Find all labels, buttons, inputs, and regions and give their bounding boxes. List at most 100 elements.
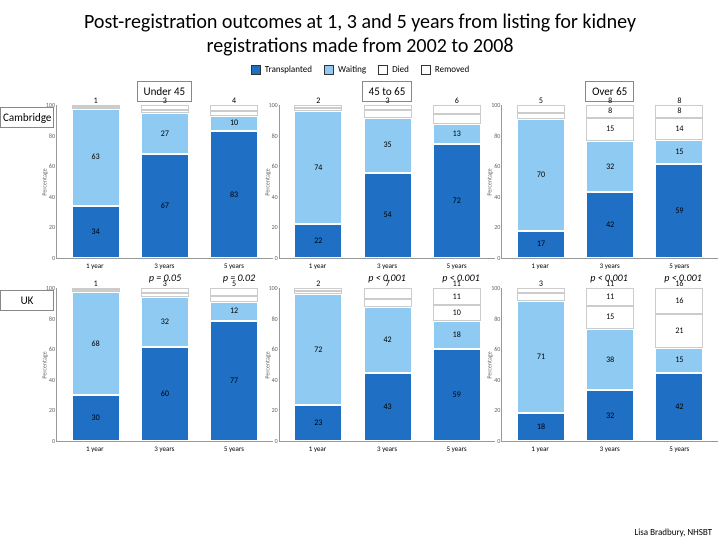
segment-value: 42 [675, 402, 683, 412]
legend-item: Transplanted [251, 64, 312, 75]
y-tick: 40 [272, 376, 278, 384]
segment-value: 42 [383, 335, 391, 345]
y-tick: 0 [497, 437, 500, 445]
x-tick-label: 1 year [283, 444, 353, 453]
y-tick: 40 [494, 376, 500, 384]
segment-value: 15 [675, 355, 683, 365]
y-axis-label: Percentage [263, 351, 271, 378]
x-tick-label: 1 year [505, 444, 575, 453]
row-label-spacer [0, 83, 54, 89]
bar-segment-transplanted: 42 [655, 373, 703, 441]
stacked-bar: 34631 [72, 105, 120, 258]
legend-label: Died [392, 64, 409, 75]
y-tick: 0 [497, 254, 500, 262]
segment-value: 54 [383, 210, 391, 220]
bar-segment-waiting: 12 [210, 302, 258, 321]
segment-value: 11 [453, 292, 461, 302]
segment-value: 21 [675, 326, 683, 336]
bar-segment-died: 14 [655, 118, 703, 140]
bar-segment-waiting: 32 [586, 141, 634, 191]
bar-top-value: 1 [94, 96, 98, 106]
bar-segment-removed: 11 [433, 288, 481, 305]
segment-value: 10 [453, 308, 461, 318]
bar-segment-waiting: 72 [294, 294, 342, 405]
segment-value: 32 [161, 317, 169, 327]
segment-value: 43 [383, 402, 391, 412]
bar-top-value: 3 [385, 96, 389, 106]
stacked-bar: 3238151111 [586, 288, 634, 441]
chart-wrap: 020406080100Percentage2274254353721361 y… [277, 105, 498, 270]
bar-segment-removed: 8 [655, 105, 703, 118]
legend-swatch [421, 65, 431, 75]
bar-segment-died [517, 113, 565, 119]
chart-grid: Under 4545 to 65Over 65 Cambridge0204060… [0, 81, 720, 453]
x-tick-label: 5 years [199, 444, 269, 453]
bar-segment-waiting: 70 [517, 119, 565, 231]
bar-segment-removed: 11 [586, 288, 634, 306]
stacked-bar-chart: 020406080100Percentage187133238151111421… [501, 288, 718, 442]
x-tick-label: 5 years [644, 444, 714, 453]
pvalue [276, 270, 350, 288]
bar-segment-died: 15 [586, 306, 634, 330]
bars-container: 306816032377125 [57, 288, 273, 441]
x-tick-label: 5 years [422, 261, 492, 270]
bars-container: 227425435372136 [280, 105, 496, 258]
segment-value: 12 [230, 306, 238, 316]
y-tick: 80 [494, 315, 500, 323]
bar-segment-died [210, 111, 258, 116]
bar-segment-died [294, 108, 342, 111]
bar-top-value: 4 [232, 96, 236, 106]
bar-segment-died [141, 293, 189, 298]
stacked-bar: 67273 [141, 105, 189, 258]
bar-segment-transplanted: 17 [517, 231, 565, 258]
segment-value: 59 [453, 390, 461, 400]
stacked-bar: 5918101111 [433, 288, 481, 441]
stacked-bar: 43427 [364, 288, 412, 441]
y-tick: 60 [49, 345, 55, 353]
y-tick: 100 [491, 101, 500, 109]
stacked-bar-chart: 020406080100Percentage177054232158859151… [501, 105, 718, 259]
x-tick-label: 1 year [60, 261, 130, 270]
bar-segment-removed: 16 [655, 288, 703, 314]
stacked-bar: 54353 [364, 105, 412, 258]
segment-value: 14 [675, 124, 683, 134]
x-tick-label: 5 years [199, 261, 269, 270]
y-tick: 100 [46, 101, 55, 109]
x-axis: 1 year3 years5 years [499, 259, 720, 270]
bar-segment-removed [433, 105, 481, 114]
segment-value: 60 [161, 389, 169, 399]
bar-top-value: 6 [455, 96, 459, 106]
y-tick: 0 [275, 437, 278, 445]
stacked-bar: 77125 [210, 288, 258, 441]
x-tick-label: 1 year [60, 444, 130, 453]
bar-top-value: 5 [539, 96, 543, 106]
chart-wrap: 020406080100Percentage3068160323771251 y… [54, 288, 275, 453]
bar-segment-died [210, 296, 258, 302]
bar-segment-waiting: 27 [141, 113, 189, 155]
stacked-bar: 17705 [517, 105, 565, 258]
bar-segment-transplanted: 30 [72, 395, 120, 441]
col-group: 020406080100Percentage3463167273831041 y… [54, 105, 720, 270]
x-tick-label: 3 years [130, 444, 200, 453]
x-axis: 1 year3 years5 years [277, 259, 498, 270]
col-group: 020406080100Percentage3068160323771251 y… [54, 288, 720, 453]
bar-segment-removed [364, 288, 412, 299]
legend: TransplantedWaitingDiedRemoved [0, 64, 720, 75]
chart-row: Cambridge020406080100Percentage346316727… [0, 105, 720, 270]
bar-top-value: 7 [385, 279, 389, 289]
bar-segment-transplanted: 54 [364, 173, 412, 258]
segment-value: 42 [606, 220, 614, 230]
bars-container: 1871332381511114215211616 [502, 288, 718, 441]
bar-segment-waiting: 18 [433, 321, 481, 349]
pvalue: p = 0.02 [202, 270, 276, 288]
y-tick: 20 [494, 223, 500, 231]
bars-container: 177054232158859151488 [502, 105, 718, 258]
segment-value: 22 [314, 236, 322, 246]
stacked-bar: 30681 [72, 288, 120, 441]
stacked-bar: 4215211616 [655, 288, 703, 441]
segment-value: 70 [537, 170, 545, 180]
bar-segment-transplanted: 83 [210, 131, 258, 258]
segment-value: 13 [453, 129, 461, 139]
bar-segment-waiting: 35 [364, 118, 412, 173]
segment-value: 30 [92, 413, 100, 423]
